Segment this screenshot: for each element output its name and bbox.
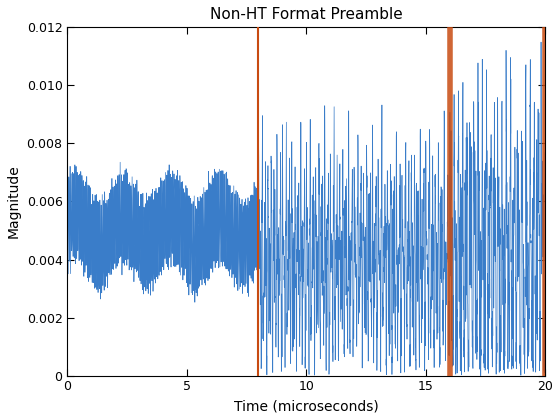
Y-axis label: Magnitude: Magnitude [7, 165, 21, 238]
Title: Non-HT Format Preamble: Non-HT Format Preamble [210, 7, 403, 22]
X-axis label: Time (microseconds): Time (microseconds) [234, 399, 379, 413]
